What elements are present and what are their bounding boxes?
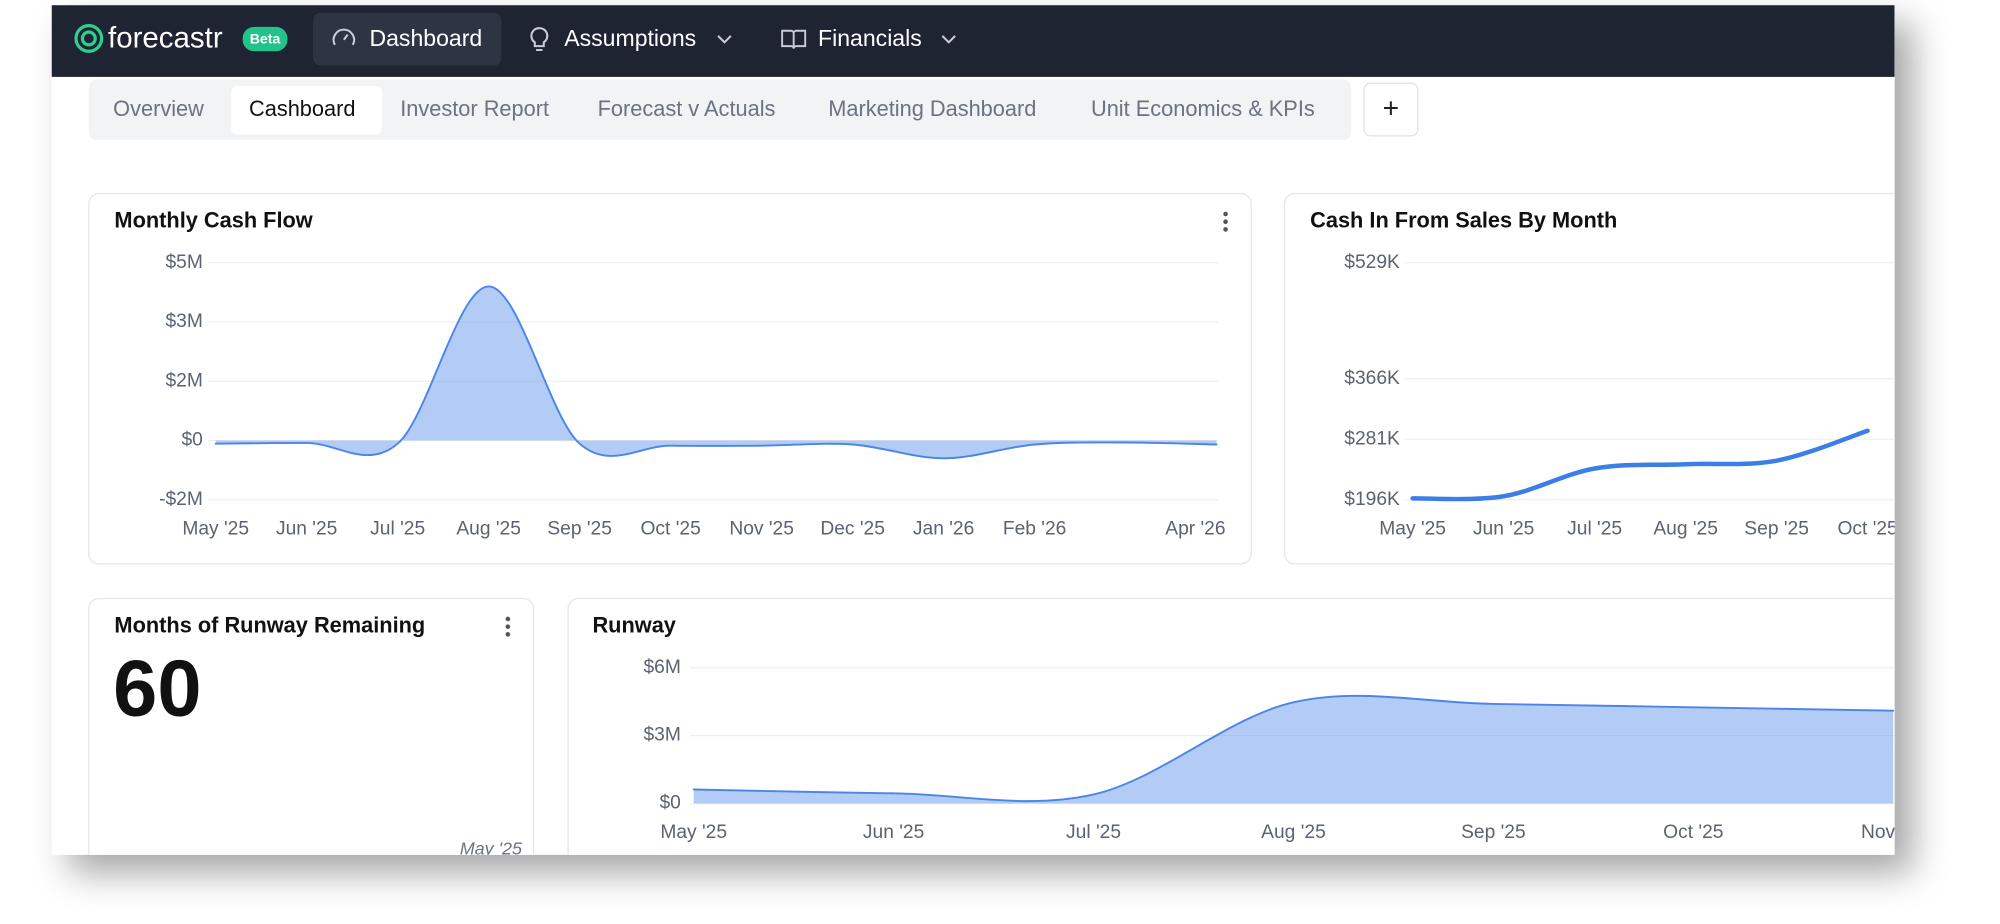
icon-bulb bbox=[530, 27, 549, 52]
x-tick-label: May '25 bbox=[182, 518, 249, 539]
menu-icon[interactable] bbox=[1223, 211, 1228, 232]
x-tick-label: Oct '25 bbox=[640, 518, 700, 539]
line bbox=[214, 285, 1218, 460]
tab[interactable]: Overview bbox=[113, 96, 204, 121]
x-tick-label: Jan '26 bbox=[913, 518, 974, 539]
tab[interactable]: Investor Report bbox=[400, 96, 549, 121]
x-tick-label: Sep '25 bbox=[1461, 822, 1526, 843]
y-tick-label: $3M bbox=[644, 725, 681, 746]
card bbox=[88, 597, 535, 855]
menu-icon[interactable] bbox=[505, 616, 511, 637]
y-tick-label: $5M bbox=[165, 252, 202, 273]
add-tab-label[interactable]: + bbox=[1383, 92, 1399, 124]
x-tick-label: Jul '25 bbox=[1066, 822, 1121, 843]
x-tick-label: May '25 bbox=[660, 822, 727, 843]
y-tick-label: $3M bbox=[165, 311, 202, 332]
tab[interactable]: Marketing Dashboard bbox=[828, 96, 1036, 121]
icon-gauge bbox=[332, 28, 356, 46]
y-tick-label: -$2M bbox=[159, 489, 203, 510]
x-tick-label: Nov '25 bbox=[1861, 822, 1926, 843]
x-tick-label: Jun '25 bbox=[863, 822, 924, 843]
x-tick-label: Dec '25 bbox=[820, 518, 885, 539]
x-tick-label: Aug '25 bbox=[1261, 822, 1326, 843]
card-title: Monthly Cash Flow bbox=[114, 207, 312, 232]
y-tick-label: $2M bbox=[165, 370, 202, 391]
y-tick-label: $0 bbox=[660, 793, 681, 814]
y-tick-label: $6M bbox=[644, 657, 681, 678]
area bbox=[215, 286, 1217, 459]
x-tick-label: Oct '25 bbox=[1837, 518, 1897, 539]
badge bbox=[242, 26, 288, 52]
x-tick-label: Aug '25 bbox=[456, 518, 521, 539]
logo-text: forecastr bbox=[108, 22, 223, 55]
x-tick-label: Jul '25 bbox=[1567, 518, 1622, 539]
kpi-value: 60 bbox=[113, 644, 201, 733]
tab-active[interactable] bbox=[231, 85, 383, 135]
chevron bbox=[941, 35, 956, 44]
x-tick-label: Jun '25 bbox=[1473, 518, 1534, 539]
tab[interactable]: Forecast v Actuals bbox=[598, 96, 776, 121]
line bbox=[692, 694, 1895, 803]
nav-item[interactable]: Assumptions bbox=[564, 25, 696, 51]
card-title: Months of Runway Remaining bbox=[114, 612, 425, 637]
x-tick-label: Sep '25 bbox=[1744, 518, 1809, 539]
nav-item[interactable]: Financials bbox=[818, 25, 922, 51]
x-tick-label: Oct '25 bbox=[1663, 822, 1723, 843]
x-tick-label: Apr '26 bbox=[1165, 518, 1225, 539]
y-tick-label: $281K bbox=[1344, 428, 1400, 449]
nav-item[interactable]: Dashboard bbox=[369, 25, 482, 51]
logo: forecastr Beta bbox=[74, 22, 288, 55]
app: forecastr Beta Dashboard Assumptions Fin… bbox=[51, 5, 1926, 858]
tab-bar bbox=[88, 79, 1352, 140]
nav-active[interactable] bbox=[313, 12, 502, 66]
x-tick-label: Jun '25 bbox=[276, 518, 337, 539]
y-tick-label: $196K bbox=[1344, 489, 1400, 510]
line bbox=[1410, 428, 1870, 502]
add-tab-button[interactable] bbox=[1363, 82, 1419, 137]
badge-text: Beta bbox=[250, 30, 281, 46]
card bbox=[88, 192, 1252, 565]
x-tick-label: Jul '25 bbox=[370, 518, 425, 539]
y-tick-label: $0 bbox=[181, 430, 202, 451]
x-tick-label: Aug '25 bbox=[1653, 518, 1718, 539]
area bbox=[693, 695, 1894, 804]
charts: -$2M $0 $2M $3M $5M May '25 Jun '25 Jul '25 Aug … bbox=[159, 252, 1926, 843]
card-title: Runway bbox=[592, 612, 675, 637]
card-title: Cash In From Sales By Month bbox=[1310, 207, 1617, 232]
y-tick-label: $529K bbox=[1344, 252, 1400, 273]
tab[interactable]: Unit Economics & KPIs bbox=[1091, 96, 1315, 121]
x-tick-label: May '25 bbox=[1379, 518, 1446, 539]
y-tick-label: $366K bbox=[1344, 368, 1400, 389]
icon-book bbox=[781, 29, 807, 49]
x-tick-label: Nov '25 bbox=[729, 518, 794, 539]
x-tick-label: Sep '25 bbox=[547, 518, 612, 539]
chevron bbox=[717, 35, 732, 44]
kpi-date: May '25 bbox=[460, 838, 523, 858]
tab[interactable]: Cashboard bbox=[249, 96, 355, 121]
x-tick-label: Feb '26 bbox=[1003, 518, 1067, 539]
